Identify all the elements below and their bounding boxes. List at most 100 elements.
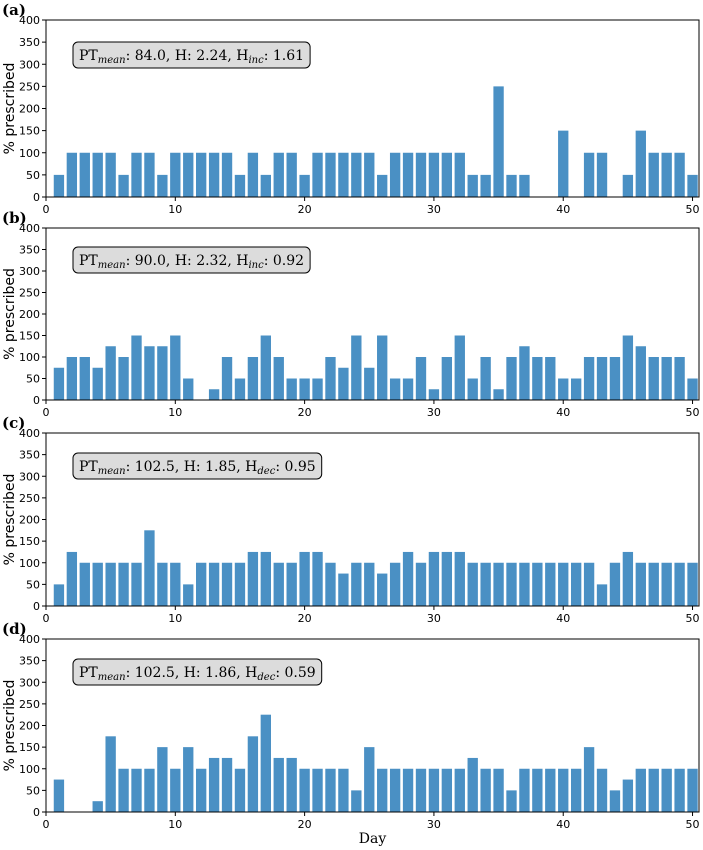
bar-day-33 — [467, 757, 478, 812]
bar-day-50 — [687, 562, 698, 606]
bar-day-45 — [622, 551, 634, 606]
x-tick-label: 50 — [686, 203, 700, 216]
x-tick-label: 0 — [43, 818, 50, 831]
bar-day-26 — [377, 573, 388, 606]
bar-day-36 — [506, 357, 517, 400]
bar-day-29 — [415, 768, 427, 812]
x-tick-label: 30 — [427, 818, 441, 831]
y-tick-label: 150 — [19, 535, 40, 548]
bar-day-5 — [105, 152, 116, 197]
bar-day-43 — [596, 768, 608, 812]
bar-day-34 — [480, 174, 491, 198]
y-axis-label: % prescribed — [2, 680, 18, 772]
bar-day-7 — [131, 335, 142, 400]
annotation-box: PTmean: 90.0, H: 2.32, Hinc: 0.92 — [72, 246, 311, 274]
y-tick-label: 100 — [19, 147, 40, 160]
bar-day-9 — [157, 346, 168, 400]
bar-day-23 — [338, 152, 349, 197]
bar-day-29 — [415, 357, 427, 400]
bar-day-33 — [467, 378, 478, 400]
bar-day-18 — [273, 357, 284, 400]
bar-day-27 — [389, 152, 401, 197]
y-tick-label: 350 — [19, 449, 40, 462]
bar-day-28 — [402, 768, 414, 812]
y-tick-label: 100 — [19, 557, 40, 570]
bar-day-10 — [170, 562, 181, 606]
bar-day-9 — [157, 174, 168, 198]
y-tick-label: 0 — [33, 600, 40, 613]
bar-day-16 — [247, 736, 259, 812]
y-tick-label: 400 — [19, 14, 40, 27]
bar-day-30 — [428, 768, 440, 812]
bar-day-26 — [377, 174, 388, 198]
bar-day-31 — [441, 357, 453, 400]
bar-day-13 — [208, 152, 220, 197]
bar-day-12 — [196, 768, 207, 812]
bar-day-15 — [234, 562, 246, 606]
bar-day-24 — [351, 562, 362, 606]
bar-day-21 — [312, 551, 323, 606]
bar-day-49 — [674, 562, 685, 606]
bar-day-28 — [402, 551, 414, 606]
bar-day-45 — [622, 335, 634, 400]
bar-day-30 — [428, 551, 440, 606]
bar-day-6 — [118, 357, 129, 400]
bar-day-41 — [570, 768, 582, 812]
bar-day-14 — [221, 152, 233, 197]
bar-day-41 — [570, 562, 582, 606]
bar-day-6 — [118, 768, 129, 812]
bar-day-40 — [558, 562, 569, 606]
bar-day-25 — [364, 367, 375, 400]
bar-day-46 — [635, 768, 646, 812]
y-tick-label: 150 — [19, 330, 40, 343]
x-tick-label: 20 — [298, 406, 312, 419]
bar-day-10 — [170, 335, 181, 400]
chart-panel-4: 0 50 100 150 200 250 300 350 400 0 10 20 30 40 50 % pre… — [2, 620, 700, 847]
bar-day-36 — [506, 562, 517, 606]
bar-day-35 — [493, 86, 504, 198]
y-tick-label: 300 — [19, 470, 40, 483]
bar-day-14 — [221, 562, 233, 606]
x-tick-label: 40 — [556, 818, 570, 831]
bar-day-37 — [519, 562, 530, 606]
y-tick-label: 350 — [19, 244, 40, 257]
bar-day-34 — [480, 768, 491, 812]
y-axis-label: % prescribed — [2, 474, 18, 566]
bar-day-42 — [583, 747, 595, 813]
bar-day-6 — [118, 562, 129, 606]
bar-day-17 — [260, 714, 271, 812]
bar-day-37 — [519, 174, 530, 198]
bar-day-20 — [299, 768, 310, 812]
bar-day-47 — [648, 562, 659, 606]
bar-day-19 — [286, 152, 297, 197]
chart-panel-1: 0 50 100 150 200 250 300 350 400 0 10 20 30 40 50 % pre… — [2, 1, 700, 216]
bar-day-21 — [312, 378, 323, 400]
bar-day-37 — [519, 346, 530, 400]
bar-day-43 — [596, 357, 608, 400]
bar-day-19 — [286, 562, 297, 606]
bar-day-5 — [105, 346, 116, 400]
x-tick-label: 0 — [43, 612, 50, 625]
bar-day-49 — [674, 768, 685, 812]
bar-day-20 — [299, 378, 310, 400]
bar-day-34 — [480, 562, 491, 606]
bar-day-15 — [234, 768, 246, 812]
bar-day-42 — [583, 357, 595, 400]
bar-day-44 — [609, 790, 621, 813]
y-tick-label: 400 — [19, 222, 40, 235]
bar-day-7 — [131, 768, 142, 812]
y-tick-label: 250 — [19, 492, 40, 505]
bar-day-9 — [157, 562, 168, 606]
bar-day-4 — [92, 562, 103, 606]
y-tick-label: 0 — [33, 394, 40, 407]
bar-day-45 — [622, 174, 634, 198]
bar-day-32 — [454, 335, 465, 400]
bar-day-46 — [635, 562, 646, 606]
y-tick-label: 100 — [19, 763, 40, 776]
x-tick-label: 10 — [168, 406, 182, 419]
x-tick-label: 20 — [298, 203, 312, 216]
bar-day-50 — [687, 768, 698, 812]
bar-day-11 — [183, 152, 194, 197]
bar-day-1 — [53, 174, 65, 198]
